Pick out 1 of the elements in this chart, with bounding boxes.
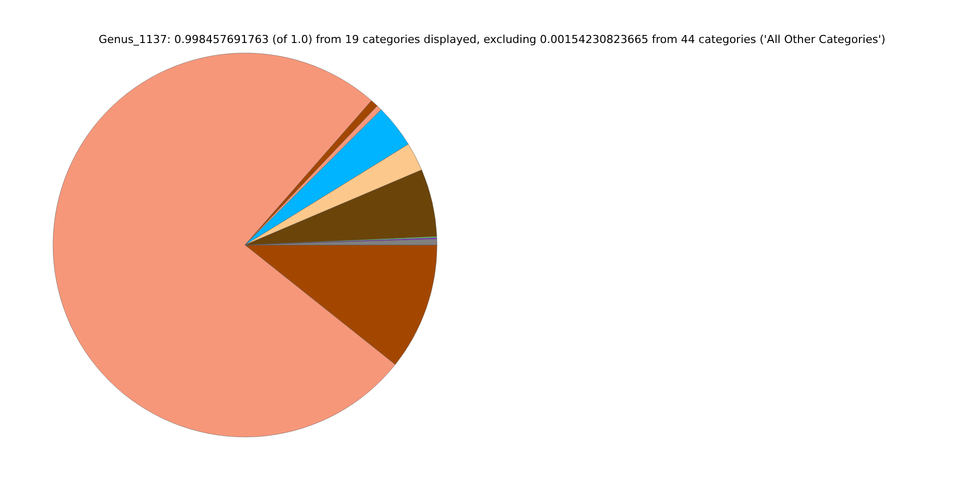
text: Genus_1137: 0.998457691763 (of 1.0) from 19 categories displayed, excluding 0.00154230823665 from 44 categories ('All Other Categories') [98,33,886,46]
